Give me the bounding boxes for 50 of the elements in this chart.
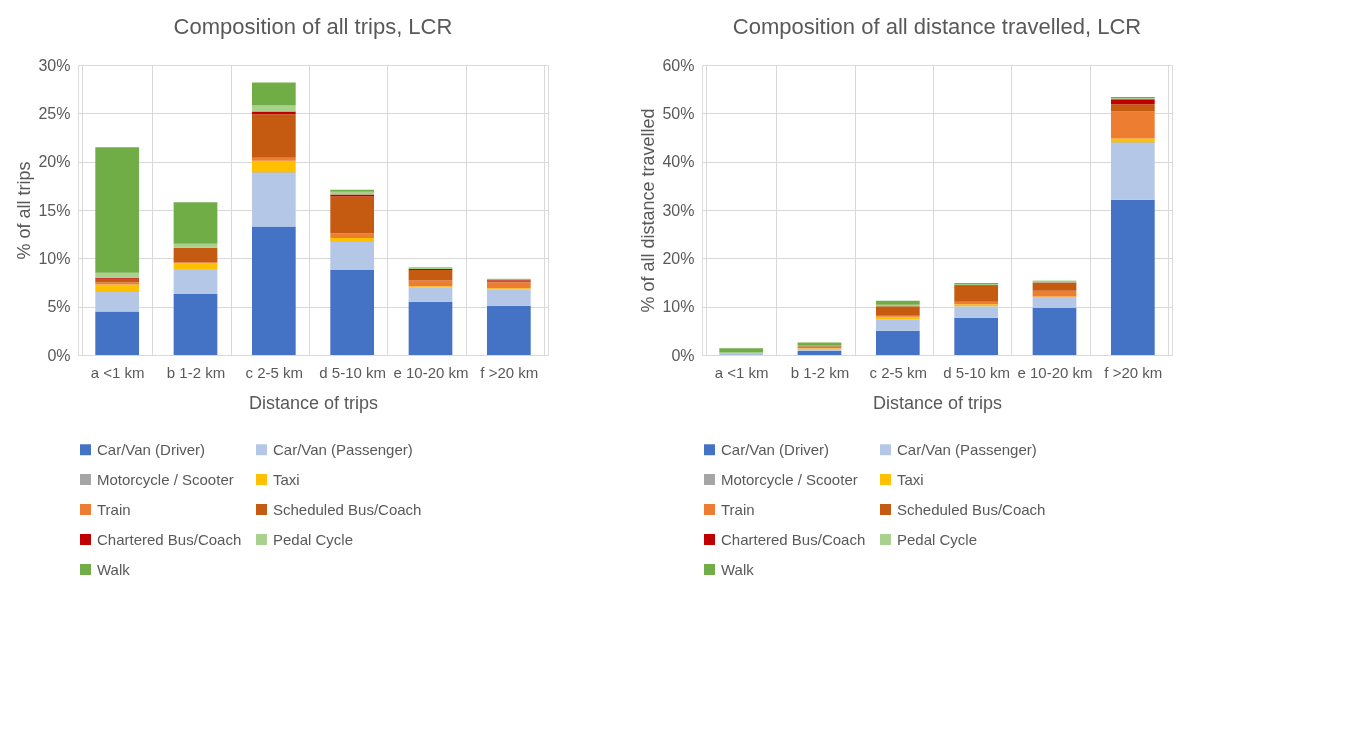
x-tick-label: e 10-20 km [393, 363, 469, 381]
y-tick-label: 15% [38, 201, 71, 219]
x-tick-label: f >20 km [1104, 363, 1163, 381]
y-tick-label: 30% [662, 201, 695, 219]
x-tick-label: d 5-10 km [943, 363, 1011, 381]
x-tick-label: a <1 km [714, 363, 769, 381]
chart-title: Composition of all trips, LCR [173, 14, 453, 39]
legend-label: Chartered Bus/Coach [97, 530, 242, 548]
legend-label: Motorcycle / Scooter [721, 470, 858, 488]
y-tick-label: 25% [38, 104, 71, 122]
legend-label: Taxi [897, 470, 924, 488]
x-tick-label: d 5-10 km [319, 363, 387, 381]
y-tick-label: 30% [38, 56, 71, 74]
x-tick-label: e 10-20 km [1017, 363, 1093, 381]
x-tick-label: b 1-2 km [166, 363, 226, 381]
chart-title: Composition of all distance travelled, LCR [732, 14, 1142, 39]
legend-label: Car/Van (Passenger) [897, 440, 1037, 458]
legend-label: Taxi [273, 470, 300, 488]
legend-label: Scheduled Bus/Coach [273, 500, 422, 518]
legend-label: Walk [721, 560, 755, 578]
y-axis-title: % of all trips [14, 161, 35, 260]
y-tick-label: 5% [47, 298, 71, 316]
x-tick-label: a <1 km [90, 363, 145, 381]
legend-label: Train [97, 500, 131, 518]
x-axis-title: Distance of trips [872, 392, 1003, 413]
legend-label: Motorcycle / Scooter [97, 470, 234, 488]
y-tick-label: 0% [47, 346, 71, 364]
y-tick-label: 20% [38, 153, 71, 171]
legend-label: Chartered Bus/Coach [721, 530, 866, 548]
legend-label: Car/Van (Driver) [97, 440, 206, 458]
y-axis-title: % of all distance travelled [638, 108, 659, 313]
legend-label: Train [721, 500, 755, 518]
x-axis-title: Distance of trips [248, 392, 379, 413]
x-tick-label: f >20 km [480, 363, 539, 381]
x-tick-label: b 1-2 km [790, 363, 850, 381]
y-tick-label: 20% [662, 249, 695, 267]
y-tick-label: 10% [662, 298, 695, 316]
x-tick-label: c 2-5 km [245, 363, 304, 381]
legend-label: Pedal Cycle [273, 530, 354, 548]
y-tick-label: 40% [662, 153, 695, 171]
y-tick-label: 10% [38, 249, 71, 267]
legend-label: Scheduled Bus/Coach [897, 500, 1046, 518]
legend-label: Pedal Cycle [897, 530, 978, 548]
legend-label: Car/Van (Driver) [721, 440, 830, 458]
legend-label: Car/Van (Passenger) [273, 440, 413, 458]
y-tick-label: 0% [671, 346, 695, 364]
y-tick-label: 50% [662, 104, 695, 122]
y-tick-label: 60% [662, 56, 695, 74]
x-tick-label: c 2-5 km [869, 363, 928, 381]
legend-label: Walk [97, 560, 131, 578]
